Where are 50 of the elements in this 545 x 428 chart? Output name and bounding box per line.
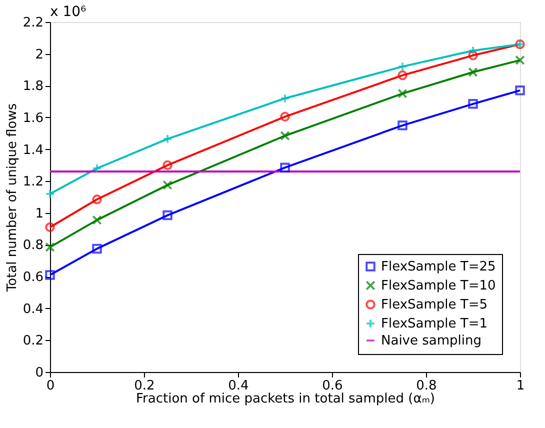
legend-label: Naive sampling bbox=[381, 334, 482, 348]
point bbox=[162, 180, 172, 190]
x-axis-title: Fraction of mice packets in total sampled (αₘ) bbox=[136, 392, 435, 406]
point bbox=[398, 120, 408, 130]
point bbox=[515, 86, 525, 96]
point bbox=[45, 270, 55, 280]
y-tick-label: 0.4 bbox=[22, 302, 44, 317]
point bbox=[92, 244, 102, 254]
point bbox=[468, 67, 478, 77]
legend-label: FlexSample T=5 bbox=[381, 298, 488, 312]
y-tick-label: 0.2 bbox=[22, 334, 44, 349]
point bbox=[280, 93, 290, 104]
y-tick-label: 1 bbox=[35, 206, 44, 222]
point bbox=[280, 162, 290, 172]
point bbox=[162, 160, 172, 170]
y-tick-label: 1.4 bbox=[22, 142, 44, 158]
x-tick-label: 0.8 bbox=[416, 378, 437, 394]
legend-label: FlexSample T=10 bbox=[381, 278, 496, 294]
y-tick-label: 2.2 bbox=[22, 16, 44, 30]
y-tick-label: 2 bbox=[35, 47, 44, 62]
y-tick-label: 1.2 bbox=[22, 174, 44, 190]
x-tick-label: 0 bbox=[46, 378, 55, 394]
x-tick-label: 0.4 bbox=[228, 378, 249, 394]
x-tick-label: 1 bbox=[516, 378, 525, 394]
point bbox=[468, 99, 478, 109]
y-tick-label: 1.6 bbox=[22, 110, 44, 126]
text: x 10⁶ bbox=[50, 4, 87, 20]
point bbox=[468, 50, 478, 60]
point bbox=[92, 215, 102, 225]
y-tick-label: 1.8 bbox=[22, 79, 44, 94]
point bbox=[515, 55, 525, 66]
y-tick-label: 0 bbox=[35, 366, 44, 380]
point bbox=[45, 242, 55, 252]
x-tick-label: 0.6 bbox=[322, 378, 343, 394]
point bbox=[162, 210, 172, 220]
point bbox=[280, 112, 290, 122]
point bbox=[398, 88, 408, 98]
point bbox=[468, 46, 478, 56]
point bbox=[92, 163, 102, 174]
y-tick-label: 0.6 bbox=[22, 270, 44, 286]
point bbox=[398, 70, 408, 80]
point bbox=[92, 194, 102, 204]
legend-label: FlexSample T=25 bbox=[381, 260, 496, 274]
y-tick-label: 0.8 bbox=[22, 238, 44, 254]
y-axis-title: Total number of unique flows bbox=[4, 103, 20, 293]
point bbox=[280, 130, 290, 141]
legend-label: FlexSample T=1 bbox=[381, 316, 488, 332]
x-tick-label: 0.2 bbox=[134, 378, 155, 394]
point bbox=[398, 62, 408, 72]
point bbox=[162, 134, 172, 144]
